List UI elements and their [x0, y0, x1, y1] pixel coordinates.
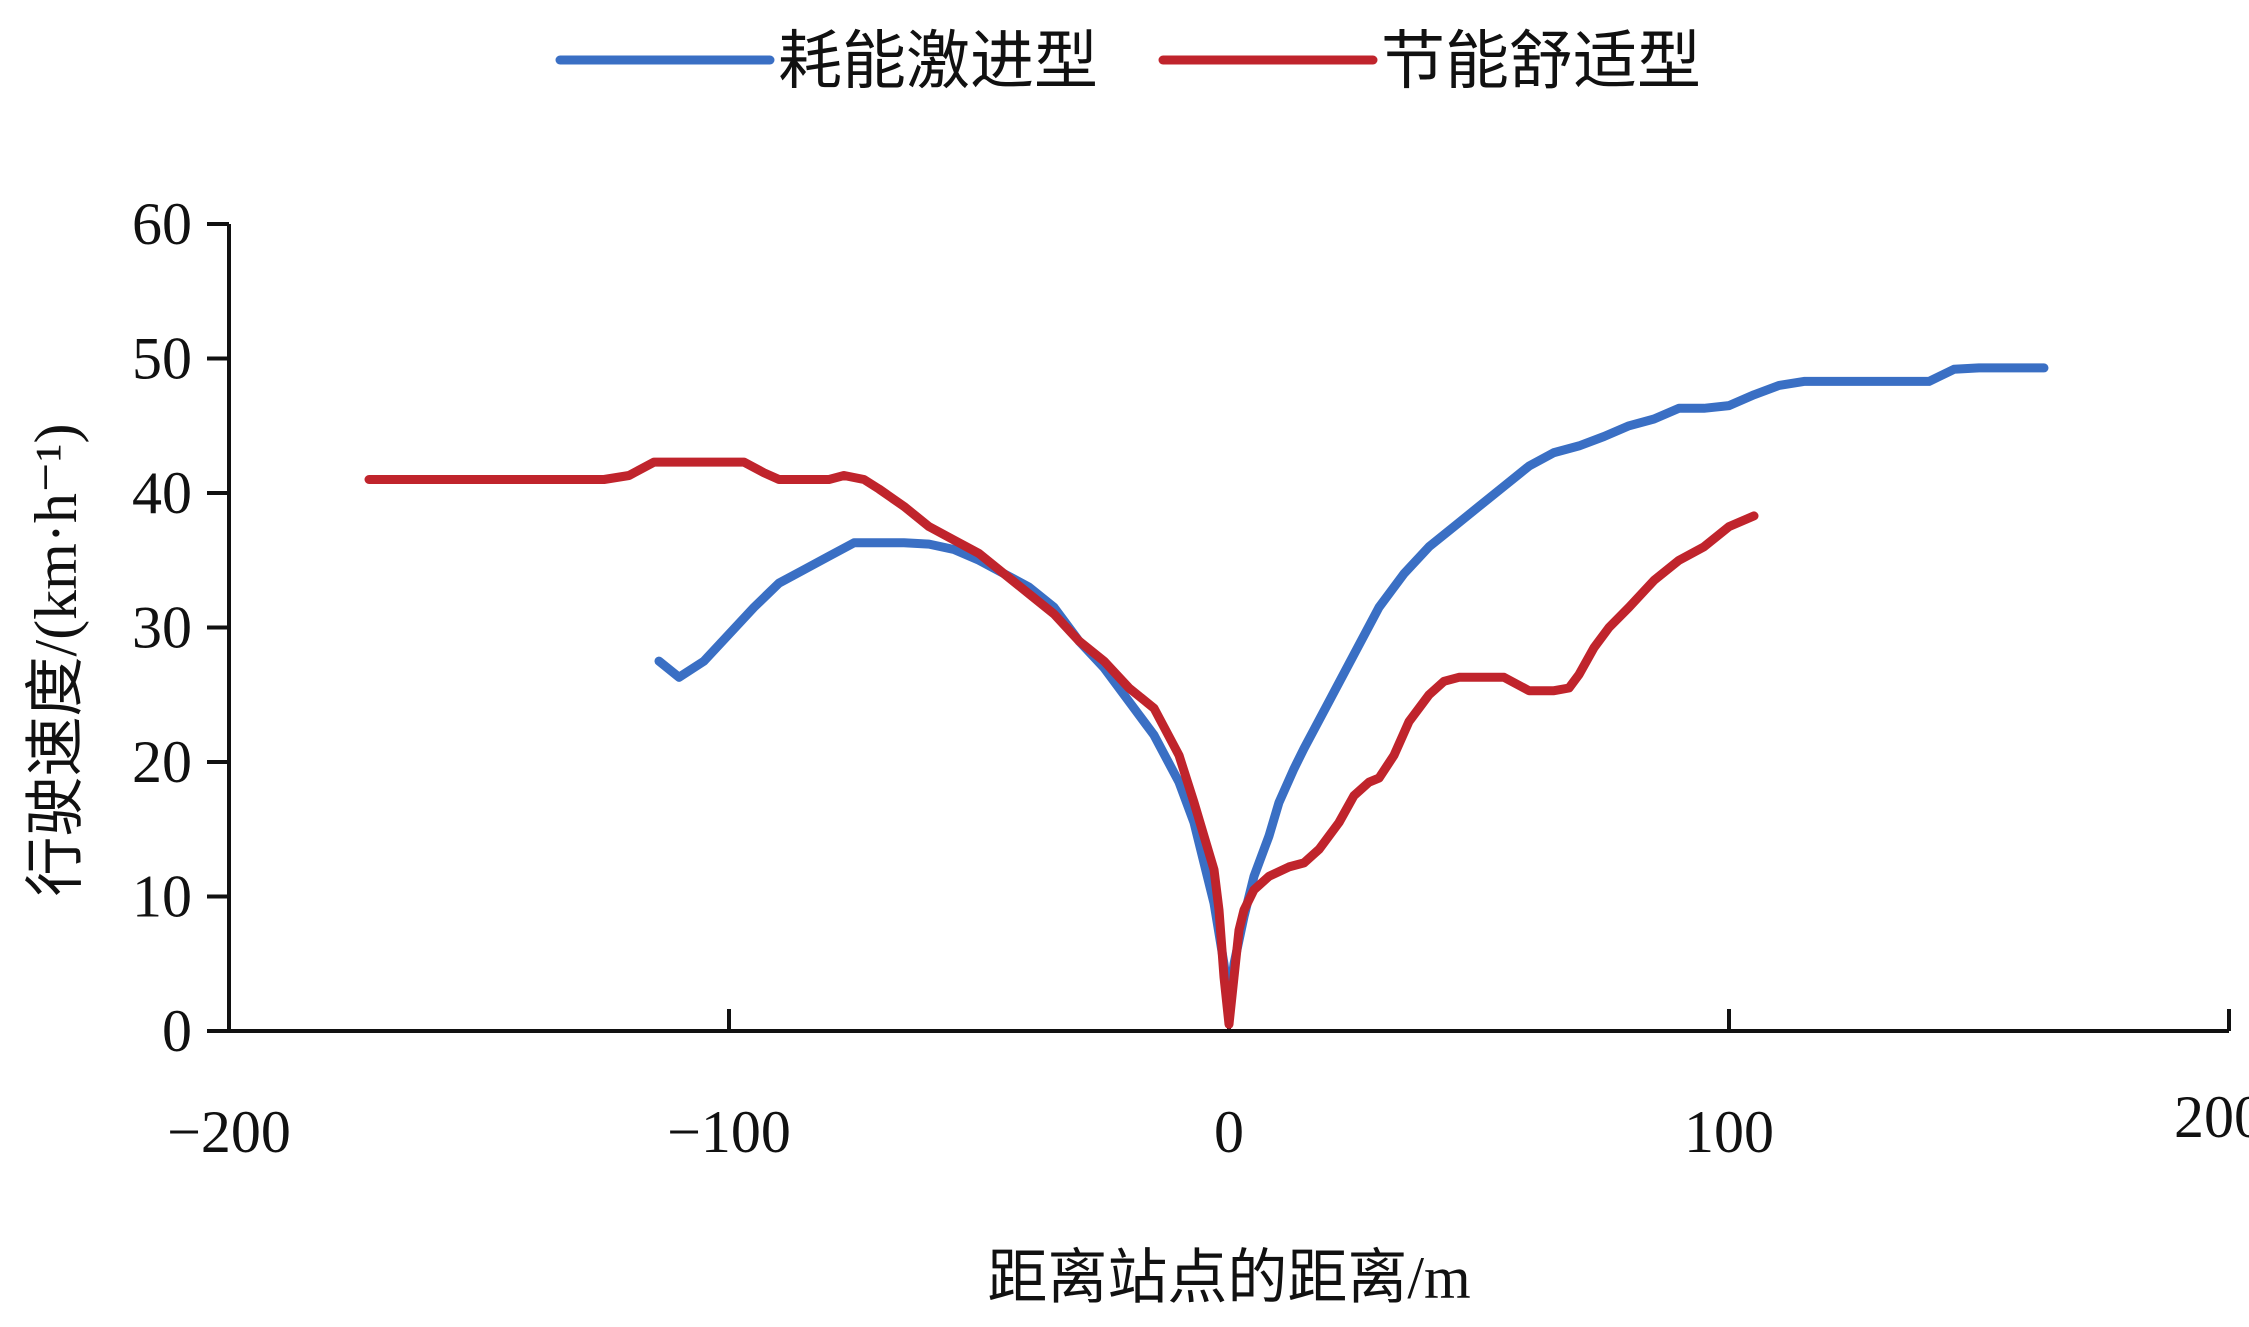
y-axis-title: 行驶速度/(km·h⁻¹)	[23, 424, 89, 897]
legend-label-series-2: 节能舒适型	[1381, 26, 1701, 97]
y-tick-label: 40	[132, 460, 192, 526]
series-line-1	[654, 363, 2049, 1009]
x-tick-label: −100	[667, 1099, 791, 1165]
series-line-2	[364, 457, 1759, 1029]
y-tick-label: 30	[132, 595, 192, 661]
y-tick-label: 0	[162, 998, 192, 1064]
x-tick-label: 0	[1214, 1099, 1244, 1165]
x-tick-label: 100	[1684, 1099, 1774, 1165]
y-tick-label: 50	[132, 326, 192, 392]
legend-label-series-1: 耗能激进型	[778, 26, 1098, 97]
y-tick-label: 20	[132, 729, 192, 795]
axes	[227, 224, 2229, 1033]
y-tick-label: 60	[132, 191, 192, 257]
x-tick-label: −200	[167, 1099, 291, 1165]
legend: 耗能激进型 节能舒适型	[555, 26, 1701, 97]
series-layer	[364, 363, 2049, 1029]
x-tick-label: 200	[2174, 1084, 2249, 1150]
y-ticks: 0 10 20 30 40 50 60	[132, 191, 229, 1064]
y-tick-label: 10	[132, 864, 192, 930]
x-axis-title: 距离站点的距离/m	[987, 1245, 1470, 1311]
